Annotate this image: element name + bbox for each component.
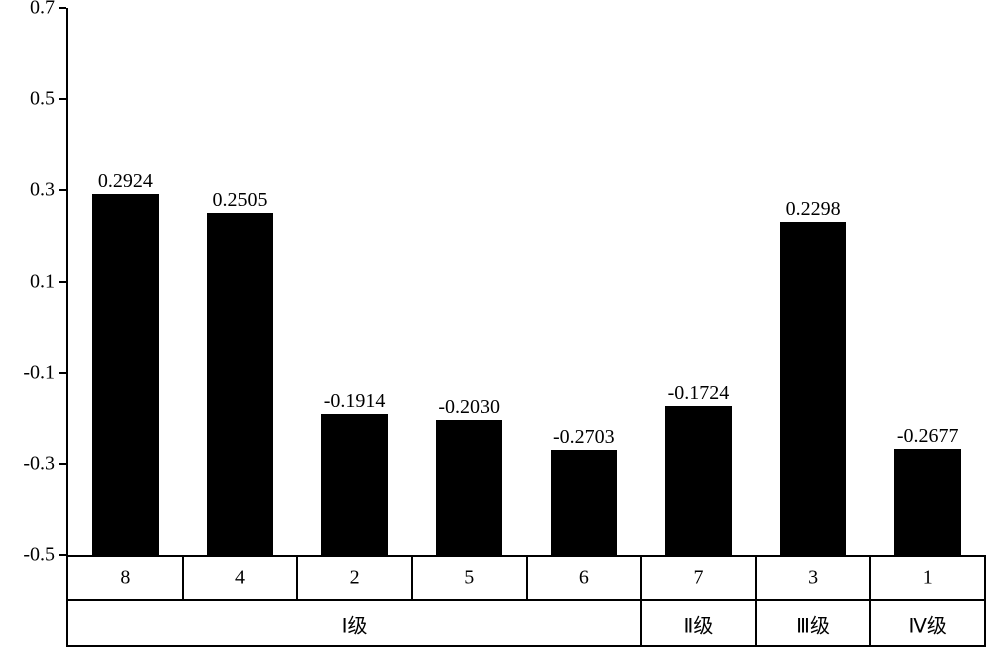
plot-area [68,8,985,555]
bar [665,406,731,555]
bar-value-label: -0.2030 [438,396,500,419]
category-axis-hline [66,645,985,647]
category-axis-vline-row2 [66,601,68,647]
category-label: 5 [464,567,474,590]
category-label: 1 [923,567,933,590]
bar [436,420,502,555]
y-tick [59,281,66,283]
y-tick-label: 0.1 [30,270,55,293]
bar-value-label: 0.2924 [98,170,153,193]
group-label: Ⅱ级 [684,610,714,639]
category-axis-vline-row1 [640,555,642,601]
y-tick [59,463,66,465]
y-tick-label: -0.3 [23,452,55,475]
y-tick-label: -0.5 [23,544,55,567]
y-axis-line [66,8,68,555]
category-axis-vline-row1 [526,555,528,601]
bar [894,449,960,555]
category-axis-vline-row1 [296,555,298,601]
category-axis-vline-row1 [66,555,68,601]
bar-value-label: -0.1724 [668,382,730,405]
group-label: Ⅲ级 [796,610,830,639]
category-label: 6 [579,567,589,590]
category-axis-vline-row1 [984,555,986,601]
category-axis-vline-row1 [755,555,757,601]
y-tick-label: 0.7 [30,0,55,20]
bar-value-label: -0.2703 [553,426,615,449]
category-axis-vline-row1 [182,555,184,601]
y-tick [59,372,66,374]
category-label: 2 [350,567,360,590]
y-tick-label: -0.1 [23,361,55,384]
y-tick-label: 0.3 [30,179,55,202]
category-axis-vline-row2 [755,601,757,647]
y-tick [59,554,66,556]
group-label: Ⅰ级 [342,610,368,639]
bar-value-label: -0.2677 [897,425,959,448]
category-axis-vline-row1 [411,555,413,601]
bar [780,222,846,555]
category-label: 3 [808,567,818,590]
category-axis-vline-row1 [869,555,871,601]
y-tick [59,189,66,191]
bar [92,194,158,555]
bar [207,213,273,555]
category-axis-vline-row2 [640,601,642,647]
category-axis-vline-row2 [984,601,986,647]
y-tick [59,98,66,100]
bar-value-label: 0.2505 [212,189,267,212]
bar-chart: -0.5 -0.3 -0.1 0.1 0.3 0.5 0.7 0.2924 0.2505 -0.… [0,0,1000,667]
bar-value-label: -0.1914 [324,390,386,413]
bar-value-label: 0.2298 [786,198,841,221]
bar [551,450,617,555]
category-label: 8 [120,567,130,590]
category-label: 7 [693,567,703,590]
category-label: 4 [235,567,245,590]
group-label: Ⅳ级 [908,610,946,639]
bar [321,414,387,555]
y-tick [59,7,66,9]
category-axis-vline-row2 [869,601,871,647]
y-tick-label: 0.5 [30,88,55,111]
